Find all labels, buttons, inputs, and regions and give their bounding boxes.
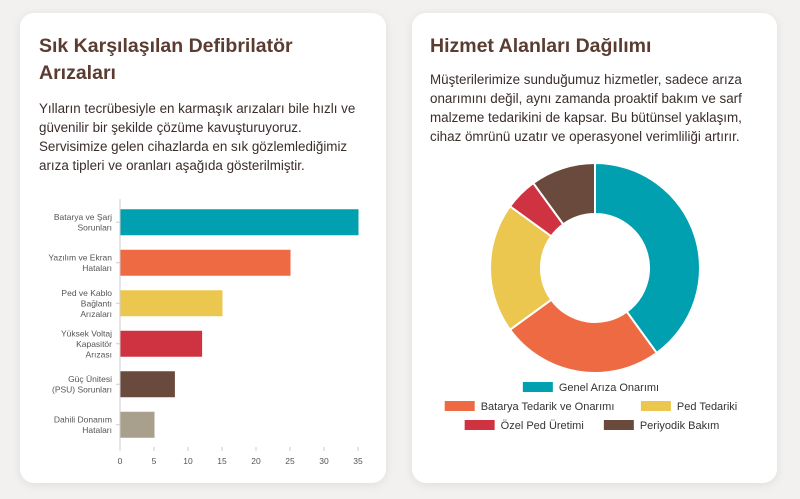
bar-batarya-ve-sarj-sorunlari — [120, 209, 359, 236]
slice-genel-ariza-onarimi — [594, 161, 701, 355]
services-description: Müşterilerimize sunduğumuz hizmetler, sa… — [430, 72, 742, 144]
legend-label-genel-ariza-onarimi: Genel Arıza Onarımı — [559, 382, 659, 394]
legend-label-periyodik-bakim: Periyodik Bakım — [640, 420, 719, 432]
bar-yuksek-voltaj-kapasitor-arizasi — [120, 330, 203, 357]
bar-category-label: Güç Ünitesi (PSU) Sorunları — [52, 374, 112, 395]
bar-dahili-donanim-hatalari — [120, 411, 155, 438]
legend-swatch-periyodik-bakim — [603, 420, 634, 430]
bar-category-label: Batarya ve Şarj Sorunları — [54, 212, 112, 233]
legend-label-ped-tedariki: Ped Tedariki — [677, 401, 737, 413]
bar-yazilim-ve-ekran-hatalari — [120, 249, 291, 276]
legend-swatch-batarya-tedarik-ve-onarimi — [444, 401, 475, 411]
bar-x-tick-label: 35 — [353, 456, 363, 466]
faults-title: Sık Karşılaşılan Defibrilatör Arızaları — [39, 35, 293, 84]
slice-batarya-tedarik-ve-onarimi — [508, 298, 659, 374]
faults-card: Sık Karşılaşılan Defibrilatör Arızaları … — [20, 13, 386, 483]
bar-x-tick-label: 5 — [152, 456, 157, 466]
faults-description: Yılların tecrübesiyle en karmaşık arızal… — [39, 101, 356, 173]
bar-guc-unitesi-psu-sorunlari — [120, 371, 175, 398]
legend-swatch-genel-ariza-onarimi — [522, 382, 553, 392]
legend-label-ozel-ped-uretimi: Özel Ped Üretimi — [501, 420, 584, 432]
bar-category-label: Ped ve Kablo Bağlantı Arızaları — [61, 288, 112, 319]
legend-label-batarya-tedarik-ve-onarimi: Batarya Tedarik ve Onarımı — [481, 401, 615, 413]
bar-category-label: Yüksek Voltaj Kapasitör Arızası — [61, 328, 112, 359]
bar-x-tick-label: 10 — [183, 456, 193, 466]
bar-x-tick-label: 15 — [217, 456, 227, 466]
services-title: Hizmet Alanları Dağılımı — [430, 35, 652, 57]
bar-x-tick-label: 30 — [319, 456, 329, 466]
bar-category-label: Dahili Donanım Hataları — [54, 415, 112, 436]
bar-category-label: Yazılım ve Ekran Hataları — [48, 253, 112, 274]
bar-x-tick-label: 0 — [118, 456, 123, 466]
bar-x-tick-label: 25 — [285, 456, 295, 466]
slice-periyodik-bakim — [531, 161, 596, 226]
bar-ped-ve-kablo-baglanti-arizalari — [120, 290, 223, 317]
legend-swatch-ped-tedariki — [640, 401, 671, 411]
bar-x-tick-label: 20 — [251, 456, 261, 466]
legend-swatch-ozel-ped-uretimi — [464, 420, 495, 430]
